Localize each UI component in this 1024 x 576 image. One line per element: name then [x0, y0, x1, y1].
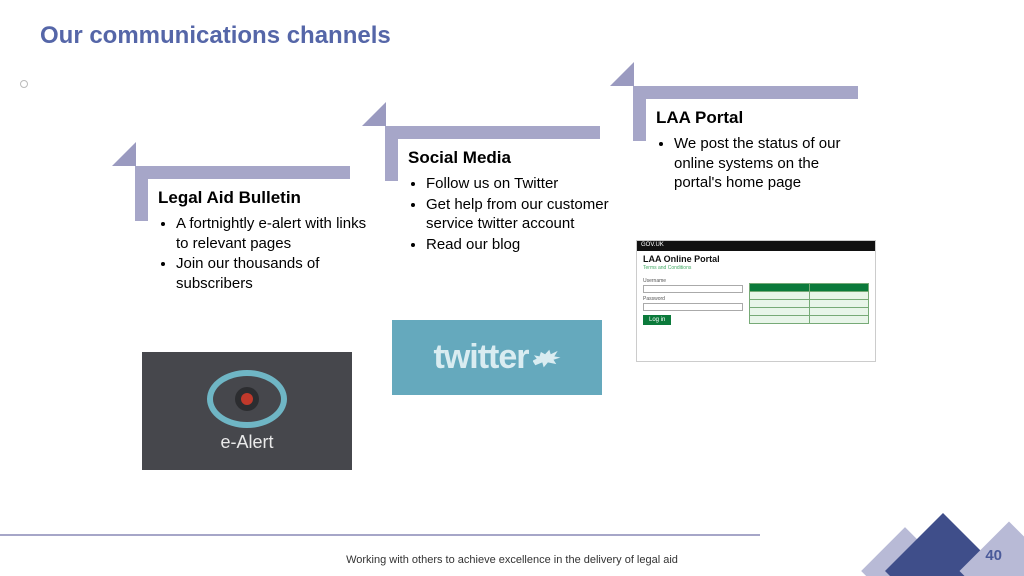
column-heading: Legal Aid Bulletin: [158, 188, 368, 208]
column-social-media: Social Media Follow us on Twitter Get he…: [408, 148, 618, 255]
bullet-item: A fortnightly e-alert with links to rele…: [176, 214, 368, 253]
lbar-horizontal: [385, 126, 600, 139]
ealert-label: e-Alert: [220, 432, 273, 453]
triangle-icon: [112, 142, 136, 166]
ealert-dot-inner-icon: [241, 393, 253, 405]
portal-table: [749, 283, 869, 324]
bullet-list: Follow us on Twitter Get help from our c…: [408, 174, 618, 254]
bullet-item: Join our thousands of subscribers: [176, 254, 368, 293]
bullet-list: A fortnightly e-alert with links to rele…: [158, 214, 368, 293]
portal-title: LAA Online Portal: [637, 251, 875, 265]
bullet-item: Read our blog: [426, 235, 618, 255]
slide: Our communications channels Legal Aid Bu…: [0, 0, 1024, 576]
portal-field-label: Username: [643, 278, 743, 284]
triangle-icon: [362, 102, 386, 126]
bullet-item: We post the status of our online systems…: [674, 134, 856, 193]
portal-input: [643, 303, 743, 311]
portal-topbar: GOV.UK: [637, 241, 875, 251]
twitter-bird-icon: [533, 347, 561, 369]
twitter-image: twitter: [392, 320, 602, 395]
portal-field-label: Password: [643, 296, 743, 302]
twitter-label: twitter: [434, 338, 529, 377]
ealert-image: e-Alert: [142, 352, 352, 470]
slide-title: Our communications channels: [40, 22, 391, 50]
column-laa-portal: LAA Portal We post the status of our onl…: [656, 108, 856, 194]
portal-status-table: [749, 275, 869, 325]
portal-login-form: Username Password Log in: [643, 275, 743, 325]
bullet-item: Get help from our customer service twitt…: [426, 195, 618, 234]
lbar-horizontal: [633, 86, 858, 99]
lbar-vertical: [385, 126, 398, 181]
portal-login-button: Log in: [643, 315, 671, 325]
column-heading: LAA Portal: [656, 108, 856, 128]
portal-subtext: Terms and Conditions: [637, 265, 875, 273]
bullet-dot-icon: [20, 80, 28, 88]
ealert-dot-outer-icon: [235, 387, 259, 411]
bullet-list: We post the status of our online systems…: [656, 134, 856, 193]
page-number: 40: [985, 547, 1002, 564]
column-legal-aid-bulletin: Legal Aid Bulletin A fortnightly e-alert…: [158, 188, 368, 294]
footer-divider: [0, 534, 760, 536]
portal-screenshot: GOV.UK LAA Online Portal Terms and Condi…: [636, 240, 876, 362]
portal-input: [643, 285, 743, 293]
lbar-vertical: [633, 86, 646, 141]
ealert-ring-icon: [207, 370, 287, 428]
bullet-item: Follow us on Twitter: [426, 174, 618, 194]
portal-columns: Username Password Log in: [637, 273, 875, 329]
column-heading: Social Media: [408, 148, 618, 168]
lbar-vertical: [135, 166, 148, 221]
lbar-horizontal: [135, 166, 350, 179]
triangle-icon: [610, 62, 634, 86]
